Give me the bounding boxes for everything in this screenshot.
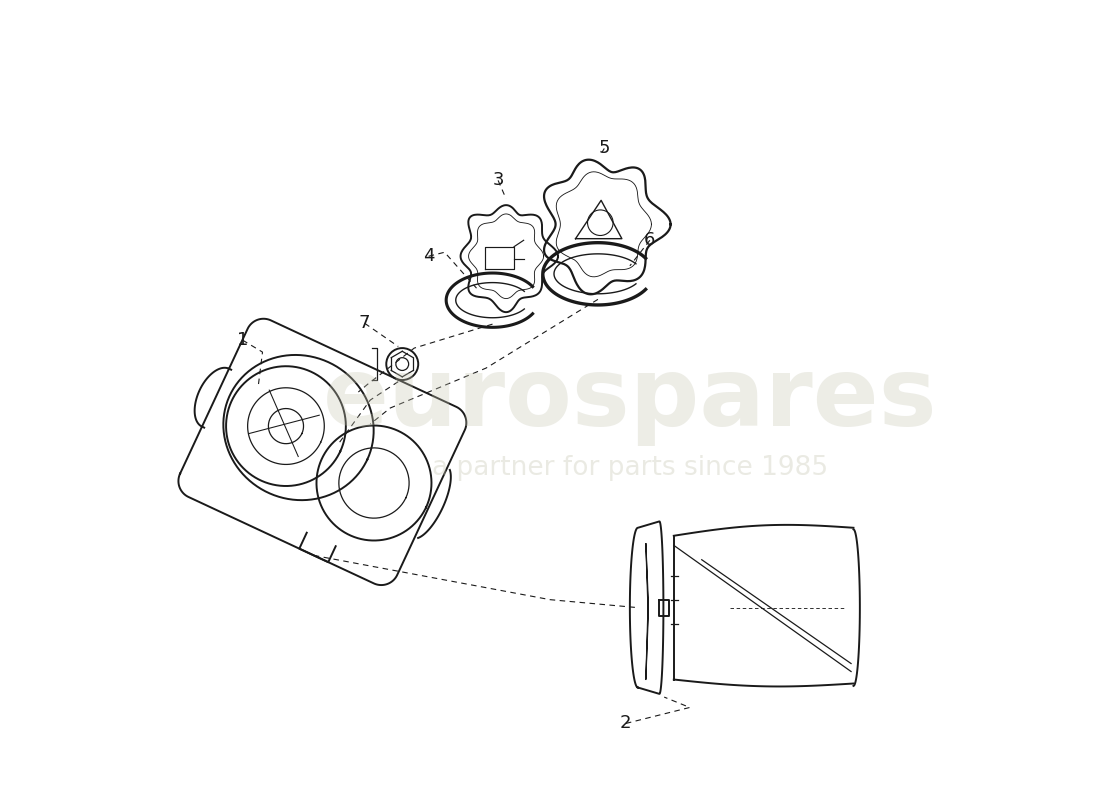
Text: 2: 2 (620, 714, 631, 733)
Text: 5: 5 (598, 139, 611, 158)
Text: 7: 7 (359, 314, 371, 332)
Text: a partner for parts since 1985: a partner for parts since 1985 (432, 455, 828, 481)
Text: 4: 4 (422, 247, 435, 266)
Text: 3: 3 (493, 171, 504, 190)
Text: 6: 6 (645, 231, 656, 250)
Text: eurospares: eurospares (322, 354, 937, 446)
Text: 1: 1 (236, 331, 249, 349)
